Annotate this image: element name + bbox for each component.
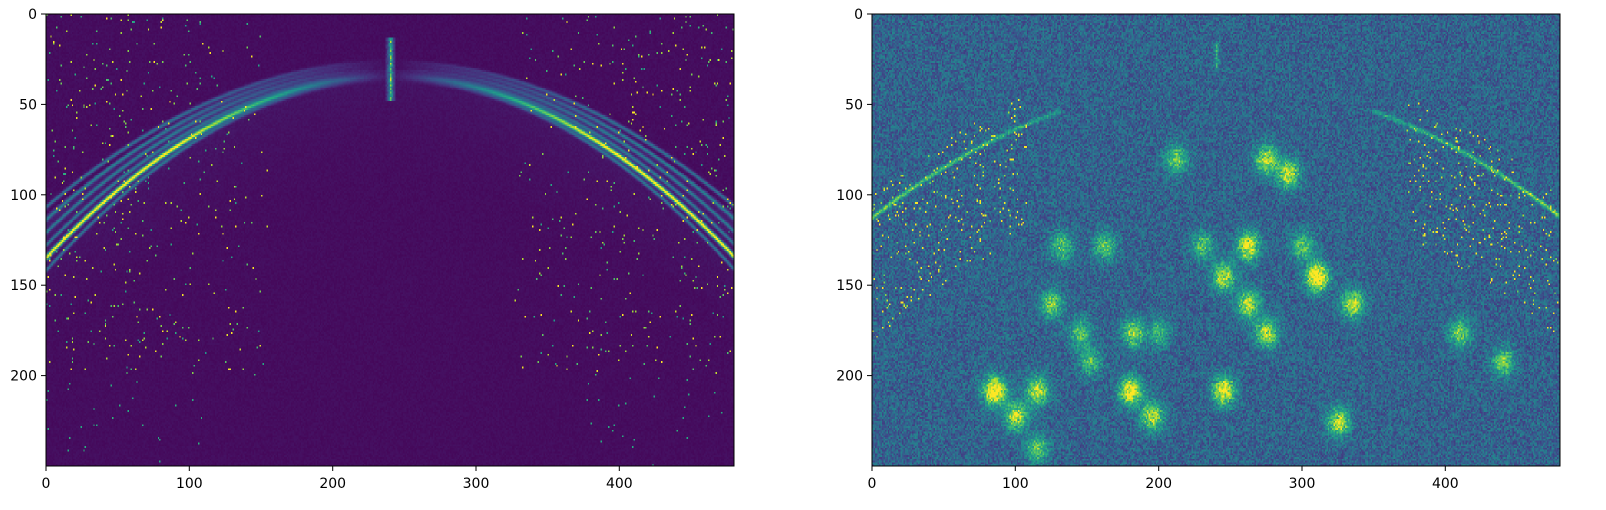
right-x-tick-label-100: 100 xyxy=(1002,476,1029,492)
left-axes-frame xyxy=(45,13,735,467)
left-x-tick-label-200: 200 xyxy=(319,476,346,492)
left-y-tick-0: 0 xyxy=(28,7,46,23)
right-x-tick-0: 0 xyxy=(868,466,877,492)
left-y-tick-label-200: 200 xyxy=(10,369,37,385)
left-y-tick-label-0: 0 xyxy=(28,7,37,23)
left-y-tick-label-50: 50 xyxy=(19,97,37,113)
left-x-tick-100: 100 xyxy=(176,466,203,492)
right-y-tick-100: 100 xyxy=(836,188,872,204)
right-y-tick-label-100: 100 xyxy=(836,188,863,204)
left-x-tick-0: 0 xyxy=(42,466,51,492)
left-y-axis: 0 50 100 150 200 xyxy=(10,7,46,385)
left-y-tick-100: 100 xyxy=(10,188,46,204)
left-y-tick-label-100: 100 xyxy=(10,188,37,204)
left-x-tick-400: 400 xyxy=(606,466,633,492)
left-x-tick-label-100: 100 xyxy=(176,476,203,492)
left-heatmap-image-holder xyxy=(46,14,734,466)
left-y-tick-label-150: 150 xyxy=(10,278,37,294)
right-heatmap-panel: 0 100 200 300 400 0 50 100 150 200 xyxy=(836,7,1561,492)
left-y-tick-50: 50 xyxy=(19,97,46,113)
right-heatmap-image-holder xyxy=(872,14,1560,466)
right-y-tick-label-50: 50 xyxy=(845,97,863,113)
right-x-tick-400: 400 xyxy=(1432,466,1459,492)
left-heatmap-panel: 0 100 200 300 400 0 50 100 150 200 xyxy=(10,7,735,492)
left-x-tick-label-300: 300 xyxy=(463,476,490,492)
right-heatmap-image xyxy=(872,14,1560,466)
left-x-tick-300: 300 xyxy=(463,466,490,492)
right-y-tick-200: 200 xyxy=(836,369,872,385)
right-x-tick-label-400: 400 xyxy=(1432,476,1459,492)
right-y-tick-label-150: 150 xyxy=(836,278,863,294)
right-axes-frame xyxy=(871,13,1561,467)
left-x-tick-label-400: 400 xyxy=(606,476,633,492)
right-x-tick-200: 200 xyxy=(1145,466,1172,492)
right-x-axis: 0 100 200 300 400 xyxy=(868,466,1459,492)
right-y-tick-label-200: 200 xyxy=(836,369,863,385)
right-x-tick-label-300: 300 xyxy=(1289,476,1316,492)
right-y-tick-150: 150 xyxy=(836,278,872,294)
right-y-tick-label-0: 0 xyxy=(854,7,863,23)
right-x-tick-label-200: 200 xyxy=(1145,476,1172,492)
right-x-tick-label-0: 0 xyxy=(868,476,877,492)
right-y-tick-50: 50 xyxy=(845,97,872,113)
right-y-tick-0: 0 xyxy=(854,7,872,23)
left-x-axis: 0 100 200 300 400 xyxy=(42,466,633,492)
right-x-tick-300: 300 xyxy=(1289,466,1316,492)
left-heatmap-image xyxy=(46,14,734,466)
left-y-tick-150: 150 xyxy=(10,278,46,294)
left-x-tick-200: 200 xyxy=(319,466,346,492)
right-y-axis: 0 50 100 150 200 xyxy=(836,7,872,385)
left-x-tick-label-0: 0 xyxy=(42,476,51,492)
right-x-tick-100: 100 xyxy=(1002,466,1029,492)
left-y-tick-200: 200 xyxy=(10,369,46,385)
